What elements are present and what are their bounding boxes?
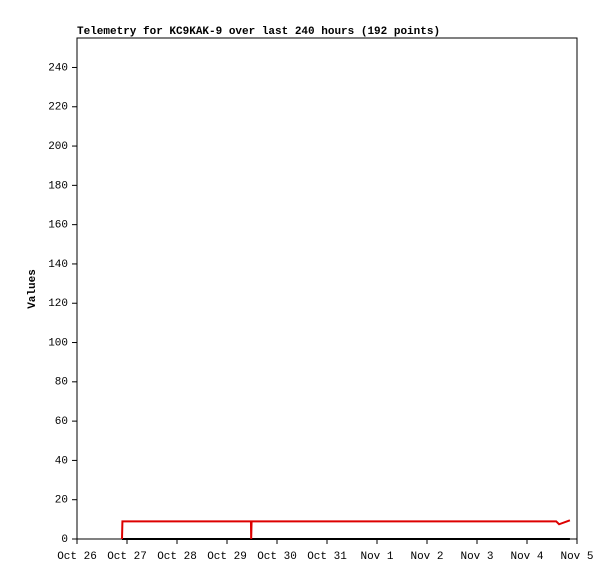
- y-tick-label: 180: [48, 180, 68, 192]
- x-tick-label: Oct 30: [257, 551, 297, 563]
- x-tick-label: Nov 2: [410, 551, 443, 563]
- x-tick-label: Nov 1: [360, 551, 393, 563]
- y-tick-label: 200: [48, 141, 68, 153]
- x-tick-label: Nov 4: [510, 551, 543, 563]
- x-tick-label: Oct 26: [57, 551, 97, 563]
- y-tick-label: 40: [55, 455, 68, 467]
- chart-title: Telemetry for KC9KAK-9 over last 240 hou…: [77, 26, 440, 38]
- y-tick-label: 0: [61, 534, 68, 546]
- x-tick-label: Oct 31: [307, 551, 347, 563]
- y-tick-label: 220: [48, 102, 68, 114]
- y-tick-label: 20: [55, 495, 68, 507]
- x-tick-label: Nov 5: [560, 551, 593, 563]
- y-tick-label: 60: [55, 416, 68, 428]
- y-tick-label: 80: [55, 377, 68, 389]
- x-tick-label: Oct 29: [207, 551, 247, 563]
- x-tick-label: Oct 27: [107, 551, 147, 563]
- y-tick-label: 160: [48, 220, 68, 232]
- y-tick-label: 100: [48, 337, 68, 349]
- x-tick-label: Oct 28: [157, 551, 197, 563]
- y-axis-label: Values: [27, 269, 39, 309]
- series-line: [121, 519, 571, 540]
- y-tick-label: 140: [48, 259, 68, 271]
- x-tick-label: Nov 3: [460, 551, 493, 563]
- y-tick-label: 240: [48, 62, 68, 74]
- y-tick-label: 120: [48, 298, 68, 310]
